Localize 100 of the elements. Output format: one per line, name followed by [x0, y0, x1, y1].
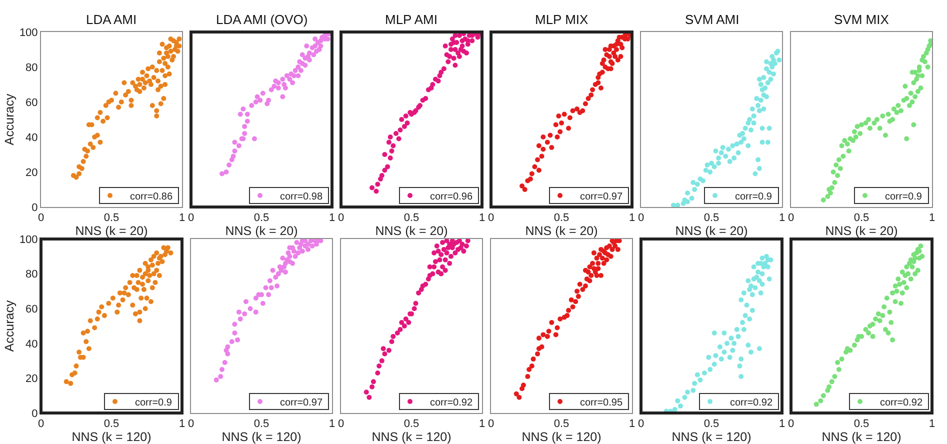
x-tick-label: 0.5: [404, 418, 420, 430]
chart-title: SVM AMI: [685, 12, 740, 27]
y-tick-label: 60: [26, 96, 38, 109]
point: [266, 292, 272, 298]
legend-label: corr=0.9: [135, 397, 172, 408]
x-tick-label: 0: [188, 212, 194, 224]
y-tick-label: 100: [19, 234, 38, 246]
x-tick-label: 1: [328, 212, 336, 224]
x-tick-label: 1: [628, 418, 636, 430]
x-axis-title: NNS (k = 20): [825, 224, 898, 238]
x-tick-label: 0.5: [404, 212, 420, 224]
y-tick-label: 40: [26, 338, 38, 350]
point: [274, 283, 280, 288]
point: [300, 248, 305, 254]
y-tick-label: 0: [32, 408, 38, 420]
chart-title: MLP AMI: [385, 12, 438, 27]
x-axis-title: NNS (k = 120): [72, 430, 152, 444]
point: [224, 348, 229, 353]
y-tick-label: 80: [26, 268, 38, 281]
point: [222, 360, 228, 366]
point: [248, 306, 253, 312]
y-tick-label: 20: [26, 166, 38, 179]
point: [306, 246, 311, 252]
x-tick-label: 0.5: [854, 418, 870, 430]
legend-label: corr=0.92: [430, 397, 473, 408]
point: [232, 330, 238, 336]
chart-title: SVM MIX: [834, 12, 890, 27]
x-axis-title: NNS (k = 120): [222, 430, 302, 444]
x-tick-label: 1: [478, 212, 486, 224]
x-tick-label: 0: [638, 212, 644, 224]
x-axis-title: NNS (k = 20): [525, 224, 598, 238]
x-tick-label: 1: [628, 212, 636, 224]
point: [294, 240, 300, 245]
y-tick-label: 100: [19, 26, 38, 39]
legend-label: corr=0.9: [735, 191, 772, 202]
x-tick-label: 1: [778, 212, 786, 224]
x-tick-label: 0.5: [704, 418, 720, 430]
point: [218, 374, 224, 379]
point: [253, 310, 258, 315]
x-tick-label: 0: [188, 418, 194, 430]
chart-title: LDA AMI: [86, 12, 137, 27]
chart-title: MLP MIX: [535, 12, 589, 27]
x-tick-label: 0.5: [554, 418, 570, 430]
point: [310, 243, 315, 248]
x-axis-title: NNS (k = 20): [375, 224, 448, 238]
point: [276, 271, 281, 276]
x-tick-label: 0.5: [104, 418, 120, 430]
y-tick-label: 0: [32, 202, 38, 214]
point: [232, 322, 238, 327]
point: [260, 300, 266, 306]
point: [267, 278, 272, 284]
legend-label: corr=0.92: [880, 397, 923, 408]
legend-label: corr=0.9: [885, 191, 922, 202]
x-tick-label: 1: [178, 418, 186, 430]
x-tick-label: 1: [478, 418, 486, 430]
x-tick-label: 1: [178, 212, 186, 224]
point: [282, 264, 287, 270]
point: [235, 337, 240, 342]
x-axis-title: NNS (k = 120): [522, 430, 602, 444]
x-tick-label: 0: [788, 418, 794, 430]
legend-label: corr=0.95: [580, 397, 623, 408]
point: [238, 316, 243, 322]
point: [282, 270, 288, 275]
point: [214, 377, 219, 382]
x-tick-label: 0.5: [254, 418, 270, 430]
x-axis-title: NNS (k = 20): [75, 224, 148, 238]
x-tick-label: 1: [928, 212, 936, 224]
point: [236, 310, 242, 315]
point: [292, 254, 298, 259]
x-tick-label: 1: [778, 418, 786, 430]
x-tick-label: 0.5: [104, 212, 120, 224]
x-axis-title: NNS (k = 120): [372, 430, 452, 444]
point: [243, 299, 248, 304]
x-axis-title: NNS (k = 20): [225, 224, 298, 238]
point: [268, 285, 274, 290]
y-tick-label: 20: [26, 373, 38, 386]
x-tick-label: 0.5: [554, 212, 570, 224]
point: [263, 285, 268, 290]
y-axis-title: Accuracy: [2, 93, 17, 146]
point: [287, 254, 292, 259]
x-tick-label: 0.5: [704, 212, 720, 224]
legend-label: corr=0.96: [430, 191, 473, 202]
point: [278, 268, 284, 273]
y-tick-label: 60: [26, 303, 38, 316]
point: [270, 268, 276, 273]
y-axis-title: Accuracy: [2, 300, 17, 352]
x-tick-label: 0: [488, 212, 494, 224]
x-tick-label: 1: [328, 418, 336, 430]
legend-label: corr=0.86: [130, 191, 173, 202]
point: [296, 250, 301, 256]
point: [273, 274, 278, 280]
point: [220, 367, 225, 372]
x-axis-title: NNS (k = 120): [672, 430, 752, 444]
legend-label: corr=0.97: [280, 397, 323, 408]
chart-title: LDA AMI (OVO): [216, 12, 308, 27]
x-axis-title: NNS (k = 120): [822, 430, 902, 444]
x-tick-label: 0: [338, 418, 344, 430]
point: [253, 296, 258, 301]
x-tick-label: 0.5: [854, 212, 870, 224]
x-tick-label: 0: [338, 212, 344, 224]
